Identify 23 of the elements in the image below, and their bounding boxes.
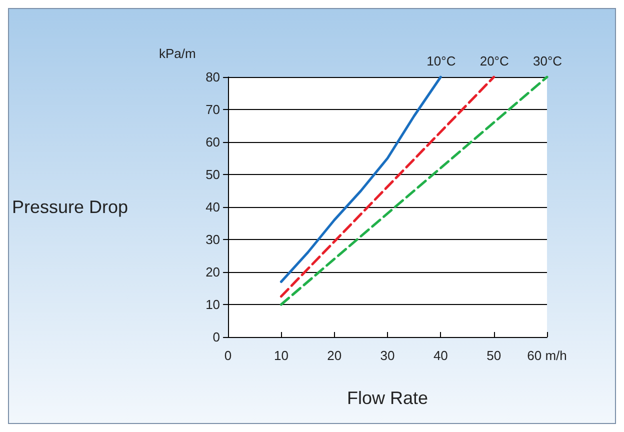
series-label: 10°C xyxy=(426,54,456,68)
x-tick-label: 20 xyxy=(327,348,342,363)
y-tick-label: 20 xyxy=(206,264,220,280)
x-tick-label: 10 xyxy=(274,348,288,363)
x-axis-title: Flow Rate xyxy=(347,388,428,408)
x-tick-label: 0 xyxy=(224,348,232,363)
y-tick-label: 40 xyxy=(206,200,220,214)
x-tick-label: 40 xyxy=(433,348,448,363)
text: kPa/m xyxy=(159,46,196,61)
series-label: 20°C xyxy=(480,54,509,68)
x-tick-label: 50 xyxy=(486,348,502,363)
y-tick-label: 50 xyxy=(206,167,220,182)
y-tick-label: 30 xyxy=(206,232,220,247)
y-axis-title: Pressure Drop xyxy=(12,197,128,217)
y-tick-label: 60 xyxy=(206,134,220,150)
series-label: 30°C xyxy=(533,54,562,68)
line-series xyxy=(280,76,442,283)
y-tick-label: 10 xyxy=(206,297,220,312)
y-tick-label: 70 xyxy=(206,102,220,117)
y-tick-label: 0 xyxy=(212,330,220,344)
y-tick-label: 80 xyxy=(206,70,220,84)
x-tick-label: 30 xyxy=(380,348,395,363)
x-tick-label: 60 m/h xyxy=(527,348,567,363)
